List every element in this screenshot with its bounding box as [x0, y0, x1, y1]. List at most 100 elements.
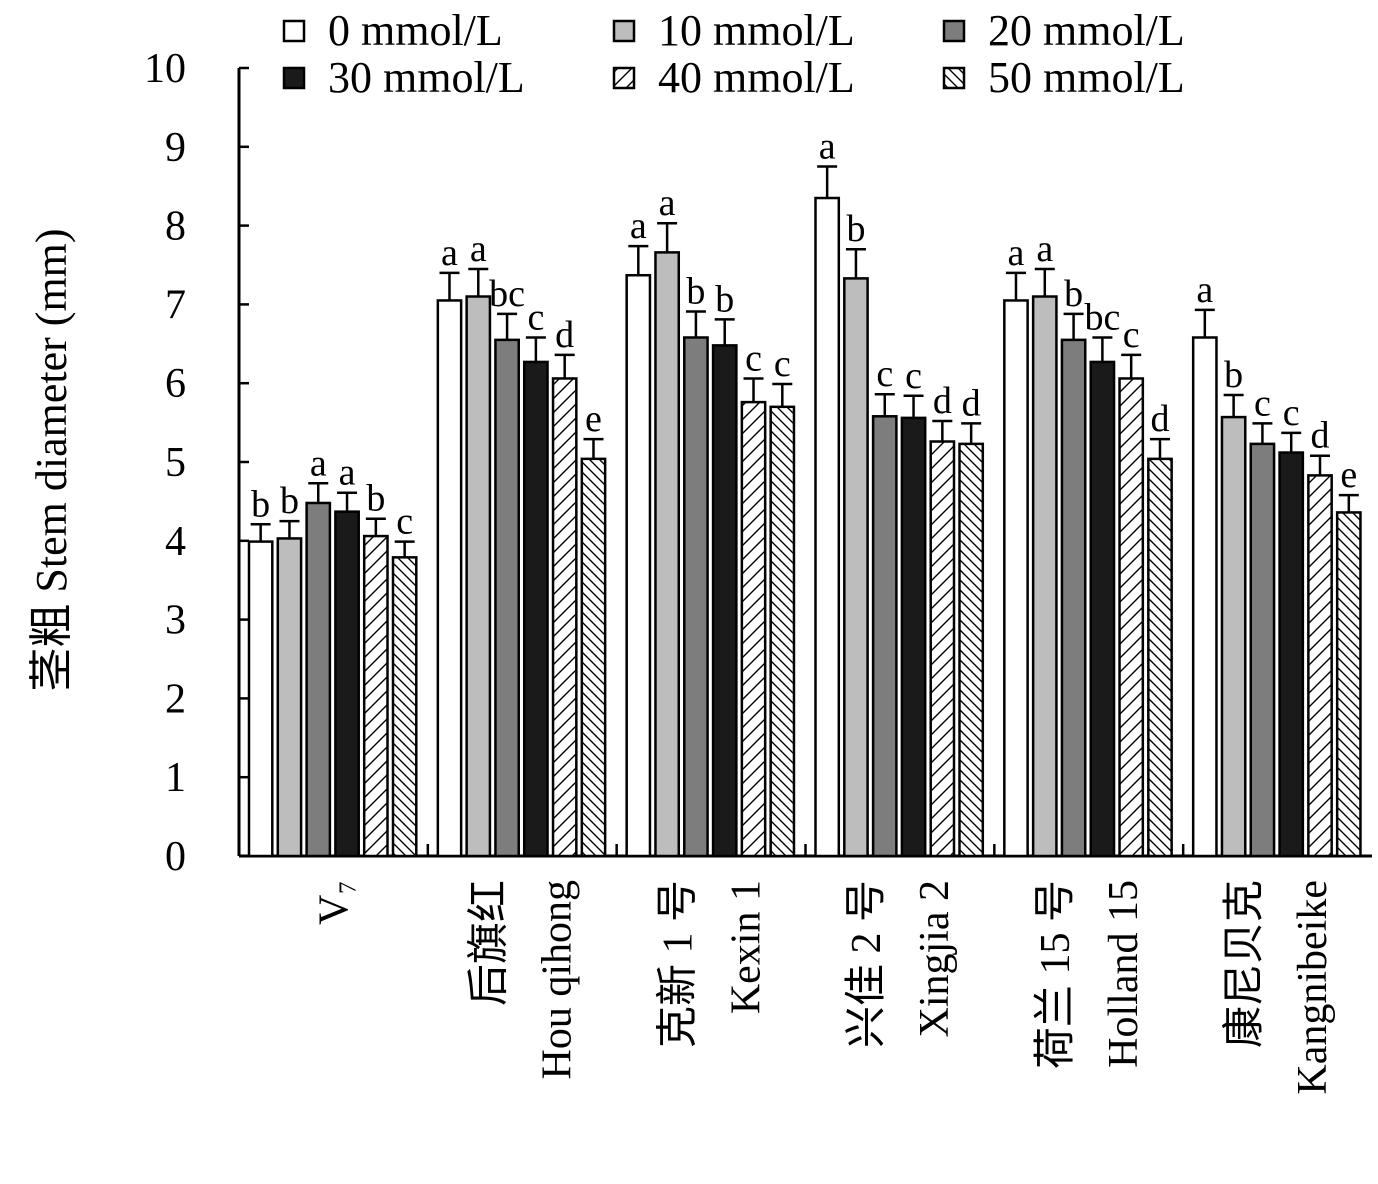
bar — [769, 405, 796, 858]
bar — [1147, 457, 1173, 858]
legend-label: 50 mmol/L — [988, 53, 1185, 102]
significance-letter: a — [659, 182, 676, 224]
bar — [1249, 442, 1276, 858]
legend-swatch — [282, 19, 306, 43]
significance-letter: b — [280, 480, 299, 522]
y-axis-label: 茎粗 Stem diameter (mm) — [27, 228, 76, 691]
significance-letter: a — [1008, 232, 1025, 274]
legend-swatch — [942, 66, 966, 90]
category-label: Holland 15 — [1101, 880, 1147, 1068]
significance-letter: a — [441, 232, 458, 274]
bar — [958, 442, 985, 858]
significance-letter: bc — [1084, 296, 1120, 338]
bar — [1003, 299, 1029, 858]
bar — [522, 360, 549, 858]
significance-letter: a — [339, 452, 356, 494]
legend: 0 mmol/L 10 mmol/L 20 mmol/L 30 mmol/L 40 mm… — [282, 6, 1185, 102]
bar — [465, 295, 492, 858]
significance-letter: c — [745, 337, 762, 379]
significance-letter: d — [933, 380, 952, 422]
significance-letter: b — [715, 278, 734, 320]
bar — [625, 273, 652, 858]
bar — [654, 251, 681, 858]
significance-letter: a — [470, 228, 487, 270]
legend-label: 30 mmol/L — [328, 53, 525, 102]
category-label: Kexin 1 — [723, 880, 769, 1014]
significance-letter: c — [876, 353, 893, 395]
bar — [1118, 377, 1145, 858]
significance-letter: bc — [489, 273, 525, 315]
category-label: Kangnibeike — [1290, 880, 1336, 1095]
significance-letter: c — [396, 501, 413, 543]
y-tick-label: 8 — [165, 204, 186, 250]
significance-letter: b — [1064, 273, 1083, 315]
y-tick-label: 3 — [165, 598, 186, 644]
legend-label: 10 mmol/L — [658, 6, 855, 55]
bar — [247, 540, 274, 858]
bar — [1278, 451, 1305, 858]
category-label: 克新 1 号 — [655, 880, 701, 1048]
bar — [1031, 295, 1058, 858]
bar — [871, 415, 898, 858]
category-label: 康尼贝克 — [1221, 880, 1268, 1048]
category-label: 荷兰 15 号 — [1033, 880, 1079, 1069]
bar — [494, 338, 520, 858]
bar — [1191, 336, 1218, 858]
bar — [1060, 338, 1087, 858]
bar — [711, 344, 738, 858]
category-label: Xingjia 2 — [912, 880, 958, 1037]
bar — [1089, 360, 1116, 858]
bar — [1220, 415, 1247, 858]
significance-letter: b — [251, 483, 270, 525]
legend-label: 0 mmol/L — [328, 6, 503, 55]
y-tick-label: 9 — [165, 125, 186, 171]
y-tick-label: 7 — [165, 282, 186, 328]
significance-letter: d — [1150, 398, 1169, 440]
significance-letter: b — [686, 270, 705, 312]
bar — [814, 196, 841, 858]
y-tick-label: 0 — [165, 834, 186, 880]
bar — [391, 556, 418, 858]
significance-letter: e — [1340, 454, 1357, 496]
bar — [334, 510, 360, 858]
y-tick-label: 4 — [165, 519, 186, 565]
legend-label: 40 mmol/L — [658, 53, 855, 102]
bar — [843, 277, 869, 858]
bar — [276, 537, 303, 858]
y-tick-label: 10 — [144, 46, 186, 92]
significance-letter: d — [555, 314, 574, 356]
significance-letter: a — [819, 126, 836, 168]
bar — [305, 501, 332, 858]
category-label: V₇ — [312, 880, 358, 925]
significance-letter: a — [310, 442, 327, 484]
category-label: Hou qihong — [534, 880, 580, 1080]
axes: 0 1 2 3 4 5 6 7 8 9 10 V₇ 后旗红 Hou qihong 克新 1 号 Kexin 1… — [144, 46, 1372, 1095]
significance-letter: d — [1311, 415, 1330, 457]
y-tick-label: 1 — [165, 755, 186, 801]
legend-swatch — [282, 66, 306, 90]
significance-letter: e — [585, 398, 602, 440]
bar — [929, 440, 956, 858]
y-tick-label: 6 — [165, 361, 186, 407]
bar — [683, 336, 709, 858]
bar — [362, 534, 389, 858]
significance-letter: c — [1123, 314, 1140, 356]
significance-letter: a — [630, 205, 647, 247]
significance-letter: d — [962, 382, 981, 424]
significance-letter: c — [774, 343, 791, 385]
bar — [740, 400, 767, 858]
legend-swatch — [612, 66, 636, 90]
category-label: 后旗红 — [466, 880, 512, 1006]
bar — [551, 377, 578, 858]
y-tick-label: 5 — [165, 440, 186, 486]
legend-label: 20 mmol/L — [988, 6, 1185, 55]
bar — [1307, 474, 1333, 858]
significance-letter: b — [366, 478, 385, 520]
y-tick-label: 2 — [165, 676, 186, 722]
significance-letter: b — [1224, 354, 1243, 396]
significance-letter: c — [905, 355, 922, 397]
significance-letter: c — [527, 296, 544, 338]
significance-letter: c — [1254, 382, 1271, 424]
